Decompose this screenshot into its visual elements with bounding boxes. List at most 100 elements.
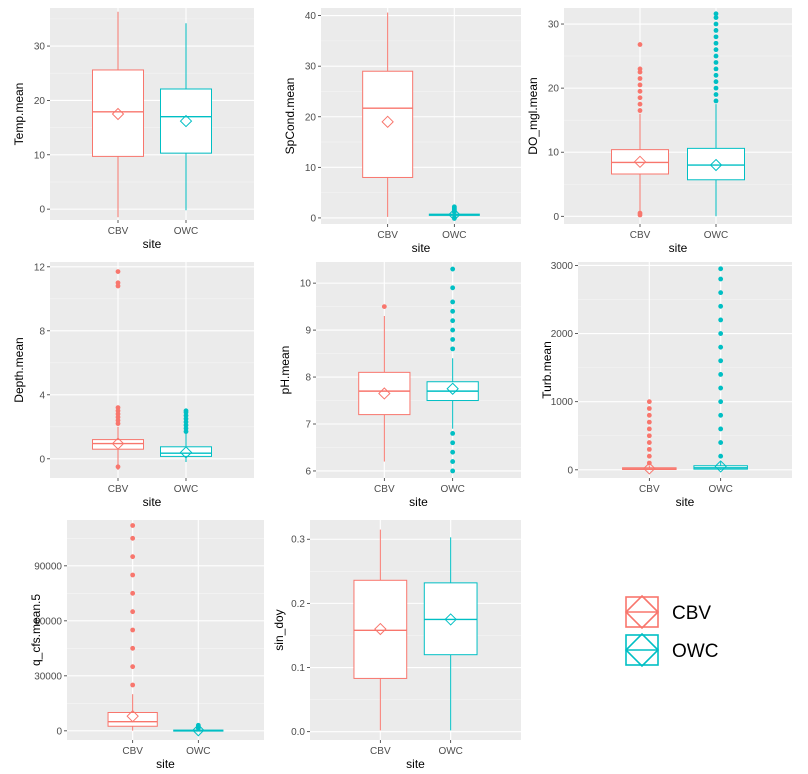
- panel-background: [316, 262, 521, 478]
- panel-8: 0.0 0.1 0.2 0.3 CBV OWC site sin_doy: [272, 520, 521, 771]
- y-tick-label: 0: [310, 213, 316, 224]
- y-tick-label: 40: [305, 11, 317, 22]
- outlier-point: [450, 449, 456, 455]
- mean-marker: [374, 622, 387, 636]
- iqr-box: [160, 88, 212, 154]
- outlier-point: [450, 299, 456, 305]
- outlier-point: [718, 440, 724, 445]
- panel-5: 6 7 8 9 10 CBV OWC site pH.mean: [278, 262, 521, 509]
- outlier-point: [130, 572, 136, 578]
- box-cbv: [622, 399, 677, 475]
- mean-marker: [448, 208, 461, 221]
- box-owc: [693, 266, 748, 473]
- iqr-box: [362, 70, 414, 178]
- outlier-point: [450, 318, 456, 324]
- box-owc: [423, 537, 478, 731]
- legend: CBV OWC: [624, 594, 718, 668]
- y-tick-label: 0.2: [291, 599, 305, 610]
- outlier-point: [718, 358, 724, 364]
- outlier-point: [637, 95, 643, 101]
- legend-label-owc: OWC: [672, 641, 718, 662]
- outlier-point: [718, 399, 724, 405]
- y-tick-label: 0: [39, 205, 45, 216]
- outlier-point: [713, 79, 719, 85]
- outlier-point: [115, 269, 121, 274]
- y-tick-label: 0.3: [291, 535, 305, 546]
- panel-background: [564, 8, 792, 224]
- x-axis-title: site: [143, 237, 162, 251]
- box-cbv: [611, 42, 669, 218]
- outlier-point: [718, 412, 724, 418]
- box-cbv: [107, 523, 158, 731]
- y-axis-title: q_cfs.mean.5: [29, 594, 43, 666]
- x-axis-title: site: [409, 495, 428, 509]
- y-tick-label: 9: [305, 326, 311, 337]
- outlier-point: [130, 523, 136, 528]
- mean-marker: [111, 437, 125, 450]
- outlier-point: [713, 21, 719, 27]
- outlier-point: [718, 290, 724, 296]
- y-tick-label: 1000: [551, 397, 574, 408]
- y-tick-label: 10: [300, 279, 312, 290]
- outlier-point: [718, 453, 724, 459]
- outlier-point: [718, 303, 724, 309]
- outlier-point: [637, 88, 643, 94]
- y-tick-label: 30: [34, 42, 46, 53]
- outlier-point: [646, 433, 652, 439]
- legend-key-cbv: [624, 594, 660, 630]
- y-tick-label: 3000: [551, 261, 574, 272]
- box-cbv: [92, 11, 144, 218]
- outlier-point: [637, 212, 643, 218]
- mean-marker: [643, 462, 656, 475]
- x-tick-label-owc: OWC: [704, 230, 728, 241]
- legend-key-owc: [624, 632, 660, 668]
- outlier-point: [130, 590, 136, 596]
- x-tick-label-owc: OWC: [186, 746, 210, 757]
- y-tick-label: 20: [305, 112, 317, 123]
- outlier-point: [130, 554, 136, 560]
- y-axis-title: Turb.mean: [540, 341, 554, 399]
- outlier-point: [637, 108, 643, 113]
- outlier-point: [130, 645, 136, 651]
- outlier-point: [646, 426, 652, 432]
- x-tick-label-cbv: CBV: [370, 746, 391, 757]
- outlier-point: [450, 337, 456, 342]
- mean-marker: [192, 724, 205, 737]
- x-tick-label-owc: OWC: [440, 484, 464, 495]
- y-tick-label: 0.1: [291, 663, 305, 674]
- outlier-point: [450, 468, 456, 474]
- x-tick-label-owc: OWC: [174, 484, 198, 495]
- y-tick-label: 8: [39, 326, 45, 337]
- outlier-point: [646, 446, 652, 452]
- outlier-point: [718, 276, 724, 282]
- outlier-point: [450, 266, 456, 272]
- box-cbv: [353, 529, 408, 731]
- x-tick-label-owc: OWC: [174, 226, 198, 237]
- outlier-point: [130, 664, 136, 670]
- y-axis-title: sin_doy: [272, 609, 286, 650]
- outlier-point: [130, 535, 136, 541]
- outlier-point: [637, 101, 643, 107]
- x-tick-label-cbv: CBV: [122, 746, 143, 757]
- box-cbv: [358, 304, 411, 462]
- mean-marker: [714, 460, 727, 473]
- outlier-point: [713, 72, 719, 78]
- panel-background: [310, 520, 521, 740]
- y-tick-label: 12: [34, 262, 46, 273]
- y-tick-label: 60000: [34, 616, 62, 627]
- outlier-point: [713, 15, 719, 21]
- panel-background: [67, 520, 264, 740]
- outlier-point: [115, 280, 121, 286]
- y-tick-label: 30: [305, 62, 317, 73]
- outlier-point: [713, 34, 719, 40]
- y-tick-label: 0: [567, 465, 573, 476]
- iqr-box: [358, 371, 411, 416]
- y-tick-label: 0: [553, 212, 559, 223]
- y-tick-label: 0.0: [291, 727, 305, 738]
- iqr-box: [107, 712, 158, 727]
- outlier-point: [718, 385, 724, 391]
- outlier-point: [646, 419, 652, 425]
- outlier-point: [450, 346, 456, 352]
- outlier-point: [713, 98, 719, 104]
